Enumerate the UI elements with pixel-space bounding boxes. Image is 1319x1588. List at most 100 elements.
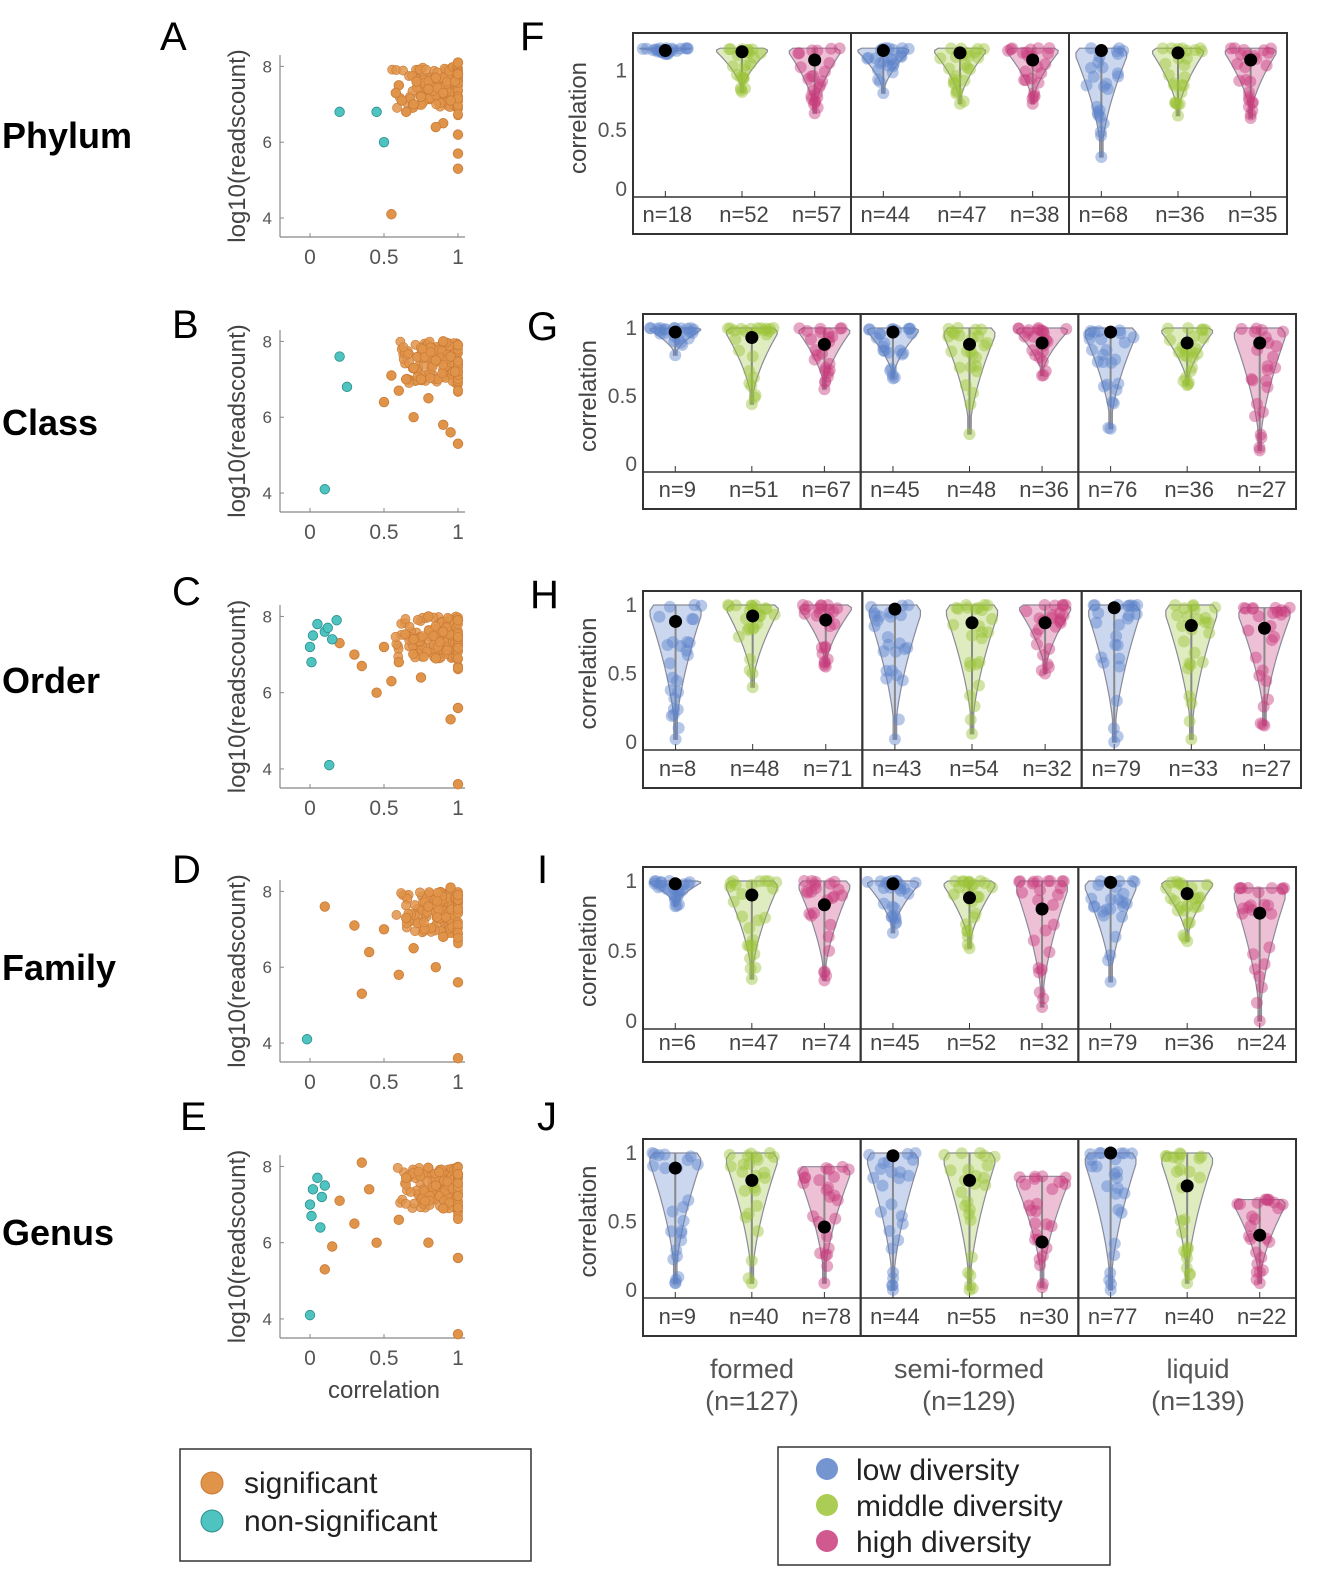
violin-point — [1162, 69, 1175, 82]
violin-point — [1047, 918, 1060, 931]
scatter-point — [319, 1180, 331, 1191]
violin-point — [1269, 361, 1282, 374]
violin-point — [644, 322, 657, 335]
violin-point — [961, 938, 974, 951]
violin-point — [815, 641, 828, 654]
violin-point — [1193, 1171, 1206, 1184]
n-label: n=77 — [1088, 1304, 1138, 1329]
scatter-point — [417, 631, 428, 642]
violin-point — [1172, 346, 1185, 359]
violin-point — [1231, 1198, 1244, 1211]
violin-point — [1039, 365, 1052, 378]
y-tick-label: 4 — [263, 484, 272, 503]
violin-point — [872, 73, 885, 86]
violin-point — [1168, 894, 1181, 907]
violin-point — [1275, 604, 1288, 617]
violin-point — [1051, 888, 1064, 901]
violin-point — [747, 371, 760, 384]
violin-point — [1191, 347, 1204, 360]
violin-point — [1258, 958, 1271, 971]
violin-point — [942, 322, 955, 335]
violin-point — [654, 876, 667, 889]
violin-point — [1034, 1259, 1047, 1272]
median-marker — [1038, 616, 1052, 630]
violin-point — [674, 42, 687, 55]
violin-point — [1043, 946, 1056, 959]
scatter-point — [371, 106, 382, 118]
violin-point — [814, 599, 827, 612]
violin-point — [880, 672, 893, 685]
violin-point — [651, 322, 664, 335]
violin-point — [805, 90, 818, 103]
violin-point — [964, 689, 977, 702]
violin-point — [1264, 42, 1277, 55]
violin-point — [670, 899, 683, 912]
violin-point — [1236, 907, 1249, 920]
y-tick-label: 4 — [263, 209, 272, 228]
violin-point — [947, 618, 960, 631]
violin-point — [1107, 722, 1120, 735]
violin-point — [1173, 98, 1186, 111]
scatter-point — [393, 969, 405, 980]
violin-point — [1028, 90, 1041, 103]
violin-point — [1082, 328, 1095, 341]
violin-point — [1254, 717, 1267, 730]
violin-point — [1057, 875, 1070, 888]
violin-point — [1253, 1015, 1266, 1027]
violin-point — [647, 1159, 660, 1172]
violin-point — [1054, 616, 1067, 629]
violin-point — [1104, 1284, 1117, 1296]
violin-point — [1013, 1171, 1026, 1184]
violin-point — [666, 636, 679, 649]
violin-point — [1116, 896, 1129, 909]
scatter-point — [415, 374, 427, 385]
violin-point — [961, 61, 974, 74]
median-marker — [1104, 325, 1118, 339]
violin-point — [1019, 1178, 1032, 1191]
violin-point — [972, 330, 985, 343]
violin-point — [1016, 886, 1029, 899]
violin-point — [1060, 322, 1073, 335]
violin-point — [868, 607, 881, 620]
scatter-point — [401, 1172, 412, 1184]
scatter-point — [453, 653, 463, 664]
violin-point — [818, 65, 831, 78]
violin-point — [965, 880, 978, 893]
violin-point — [1118, 336, 1131, 349]
violin-point — [1116, 910, 1129, 923]
violin-point — [1095, 333, 1108, 346]
scatter-point — [404, 621, 415, 632]
violin-point — [1183, 916, 1196, 929]
violin-point — [1092, 108, 1105, 121]
violin-point — [824, 877, 837, 890]
violin-point — [972, 601, 985, 614]
median-marker — [886, 325, 900, 339]
violin-point — [1091, 106, 1104, 119]
violin-point — [1233, 74, 1246, 87]
violin-point — [813, 1174, 826, 1187]
scatter-point — [423, 393, 434, 404]
violin-point — [652, 1149, 665, 1162]
y-tick-label: 0.5 — [608, 663, 637, 686]
violin-point — [1097, 356, 1110, 369]
violin-point — [1192, 900, 1205, 913]
violin-point — [1252, 886, 1265, 899]
violin-point — [819, 640, 832, 653]
violin-point — [863, 323, 876, 336]
violin-point — [1168, 79, 1181, 92]
violin-point — [974, 875, 987, 888]
violin-point — [947, 888, 960, 901]
violin-point — [1181, 350, 1194, 363]
violin-point — [802, 72, 815, 85]
violin-point — [884, 364, 897, 377]
violin-point — [675, 1224, 688, 1237]
violin-point — [664, 657, 677, 670]
violin-point — [728, 324, 741, 337]
violin-point — [877, 340, 890, 353]
scatter-point — [390, 631, 401, 642]
violin-point — [803, 907, 816, 920]
violin-point — [801, 325, 814, 338]
violin-point — [1097, 348, 1110, 361]
violin-point — [1270, 340, 1283, 353]
legend-label: non-significant — [244, 1505, 438, 1538]
